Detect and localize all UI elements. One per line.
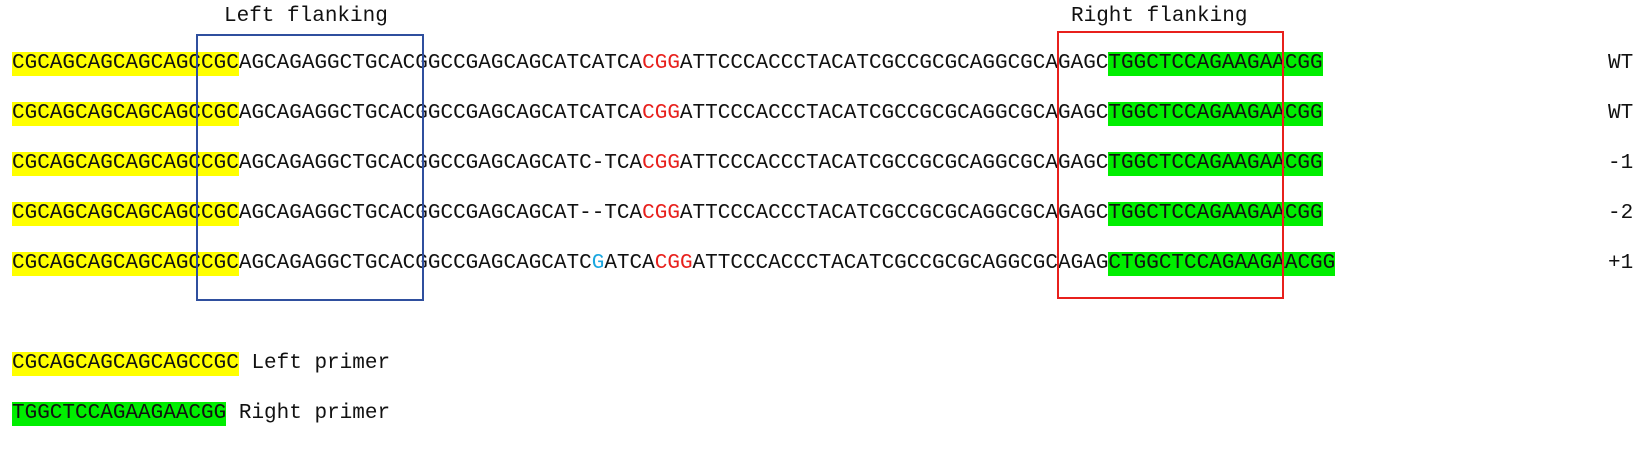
primer-entry: TGGCTCCAGAAGAACGG Right primer <box>12 402 390 426</box>
sequence-segment-pam: CGG <box>642 152 680 175</box>
sequence-segment-plain: ATCA <box>604 252 655 275</box>
primer-entry: CGCAGCAGCAGCAGCCGC Left primer <box>12 352 390 376</box>
sequence-segment-plain: ATTCCCACCCTACATCGCCGCGCAGGCGCAGAG <box>692 252 1109 275</box>
sequence-segment-pam: CGG <box>642 102 680 125</box>
sequence-segment-right: TGGCTCCAGAAGAACGG <box>1108 52 1323 76</box>
sequence-segment-right: TGGCTCCAGAAGAACGG <box>1108 202 1323 226</box>
sequence-segment-pam: CGG <box>642 52 680 75</box>
genotype-tag: +1 <box>1608 252 1634 275</box>
sequence-row: CGCAGCAGCAGCAGCCGCAGCAGAGGCTGCACGGCCGAGC… <box>12 252 1336 276</box>
sequence-segment-insert: G <box>591 252 605 275</box>
sequence-segment-left: CGCAGCAGCAGCAGCCGC <box>12 52 239 76</box>
sequence-row: CGCAGCAGCAGCAGCCGCAGCAGAGGCTGCACGGCCGAGC… <box>12 102 1323 126</box>
primer-sequence: CGCAGCAGCAGCAGCCGC <box>12 352 239 376</box>
right-flanking-label: Right flanking <box>1071 5 1248 28</box>
sequence-segment-right: TGGCTCCAGAAGAACGG <box>1108 152 1323 176</box>
sequence-segment-left: CGCAGCAGCAGCAGCCGC <box>12 152 239 176</box>
primer-sequence: TGGCTCCAGAAGAACGG <box>12 402 227 426</box>
sequence-segment-right: CTGGCTCCAGAAGAACGG <box>1108 252 1336 276</box>
genotype-tag: -2 <box>1608 202 1634 225</box>
sequence-segment-plain: ATTCCCACCCTACATCGCCGCGCAGGCGCAGAGC <box>679 202 1109 225</box>
sequence-row: CGCAGCAGCAGCAGCCGCAGCAGAGGCTGCACGGCCGAGC… <box>12 202 1323 226</box>
primer-label: Left primer <box>238 352 391 375</box>
sequence-segment-plain: AGCAGAGGCTGCACGGCCGAGCAGCATCATCA <box>238 52 643 75</box>
primer-label: Right primer <box>226 402 391 425</box>
sequence-segment-plain: ATTCCCACCCTACATCGCCGCGCAGGCGCAGAGC <box>679 102 1109 125</box>
right-flanking-box <box>1057 31 1284 299</box>
sequence-row: CGCAGCAGCAGCAGCCGCAGCAGAGGCTGCACGGCCGAGC… <box>12 52 1323 76</box>
left-flanking-box <box>196 34 424 301</box>
sequence-segment-plain: AGCAGAGGCTGCACGGCCGAGCAGCATC <box>238 252 592 275</box>
sequence-segment-left: CGCAGCAGCAGCAGCCGC <box>12 102 239 126</box>
sequence-segment-left: CGCAGCAGCAGCAGCCGC <box>12 252 239 276</box>
sequence-segment-plain: ATTCCCACCCTACATCGCCGCGCAGGCGCAGAGC <box>679 52 1109 75</box>
sequence-segment-pam: CGG <box>654 252 693 275</box>
genotype-tag: WT <box>1608 52 1634 75</box>
sequence-row: CGCAGCAGCAGCAGCCGCAGCAGAGGCTGCACGGCCGAGC… <box>12 152 1323 176</box>
sequence-segment-plain: AGCAGAGGCTGCACGGCCGAGCAGCATCATCA <box>238 102 643 125</box>
sequence-segment-plain: AGCAGAGGCTGCACGGCCGAGCAGCATC-TCA <box>238 152 643 175</box>
genotype-tag: -1 <box>1608 152 1634 175</box>
left-flanking-label: Left flanking <box>224 5 388 28</box>
sequence-segment-pam: CGG <box>642 202 680 225</box>
sequence-segment-left: CGCAGCAGCAGCAGCCGC <box>12 202 239 226</box>
sequence-segment-right: TGGCTCCAGAAGAACGG <box>1108 102 1323 126</box>
genotype-tag: WT <box>1608 102 1634 125</box>
sequence-segment-plain: ATTCCCACCCTACATCGCCGCGCAGGCGCAGAGC <box>679 152 1109 175</box>
sequence-segment-plain: AGCAGAGGCTGCACGGCCGAGCAGCAT--TCA <box>238 202 643 225</box>
